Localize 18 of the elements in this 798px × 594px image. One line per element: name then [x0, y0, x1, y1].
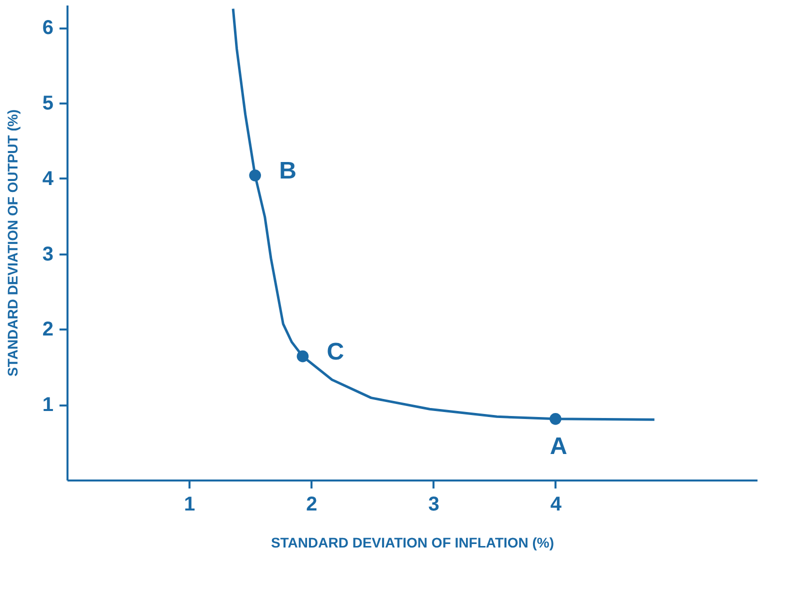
y-tick-label: 3: [42, 243, 54, 266]
annotation: B: [279, 157, 296, 184]
x-tick-label: 2: [306, 494, 318, 516]
x-axis-title: STANDARD DEVIATION OF INFLATION (%): [270, 534, 554, 550]
point: [296, 350, 309, 362]
x-tick-label: 1: [184, 494, 196, 516]
annotation: A: [550, 432, 568, 460]
y-axis-title: STANDARD DEVIATION OF OUTPUT (%): [4, 109, 20, 377]
y-tick-label: 4: [42, 168, 54, 190]
x-tick-label: 3: [428, 494, 440, 516]
y-tick-label: 5: [42, 92, 54, 115]
y-tick-label: 6: [42, 17, 54, 40]
point: [249, 169, 261, 182]
y-tick-label: 1: [42, 394, 54, 416]
y-tick-label: 2: [42, 318, 54, 341]
x-tick-label: 4: [550, 494, 562, 516]
annotation: C: [326, 338, 344, 366]
point: [550, 413, 562, 425]
